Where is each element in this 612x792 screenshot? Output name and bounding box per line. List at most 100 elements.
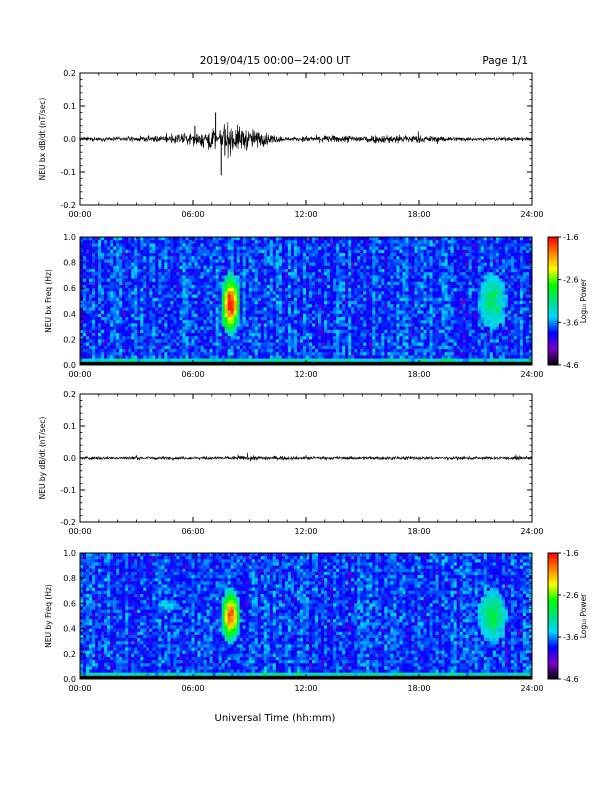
spectrogram-cell [176,294,180,299]
spectrogram-cell [179,243,183,247]
spectrogram-cell [164,317,168,321]
spectrogram-cell [92,358,96,363]
spectrogram-cell [435,262,439,267]
spectrogram-cell [345,323,349,327]
spectrogram-cell [393,294,397,299]
spectrogram-cell [92,317,96,321]
spectrogram-cell [390,281,394,286]
spectrogram-cell [360,361,364,366]
spectrogram-cell [134,253,138,257]
spectrogram-cell [351,249,355,254]
spectrogram-cell [218,240,223,244]
spectrogram-cell [393,249,397,254]
spectrogram-cell [107,246,111,251]
spectrogram-cell [423,249,427,254]
spectrogram-cell [384,240,388,244]
spectrogram-cell [116,262,120,267]
spectrogram-cell [375,288,379,292]
spectrogram-cell [393,272,397,276]
spectrogram-cell [296,301,301,305]
spectrogram-cell [327,320,331,324]
spectrogram-cell [155,249,159,254]
spectrogram-cell [260,275,265,279]
spectrogram-cell [378,355,382,359]
spectrogram-cell [393,307,397,311]
spectrogram-cell [179,246,183,251]
spectrogram-cell [387,339,391,343]
spectrogram-cell [333,259,337,263]
spectrogram-cell [143,243,147,247]
spectrogram-cell [143,237,147,241]
spectrogram-cell [302,361,307,366]
spectrogram-cell [417,329,421,334]
spectrogram-cell [185,304,189,308]
spectrogram-cell [206,345,210,350]
spectrogram-cell [339,288,343,292]
spectrogram-cell [158,272,162,276]
spectrogram-cell [137,288,141,292]
spectrogram-cell [119,288,123,292]
spectrogram-cell [167,272,171,276]
spectrogram-cell [363,352,367,356]
spectrogram-cell [125,326,129,331]
spectrogram-cell [143,262,147,267]
spectrogram-cell [119,345,123,350]
spectrogram-cell [245,291,250,295]
spectrogram-cell [89,326,93,331]
spectrogram-cell [290,265,295,270]
spectrogram-cell [188,278,192,283]
spectrogram-cell [348,358,352,363]
spectrogram-cell [107,281,111,286]
spectrogram-cell [369,307,373,311]
spectrogram-cell [411,297,415,302]
spectrogram-cell [306,262,310,267]
spectrogram-cell [101,355,105,359]
spectrogram-cell [414,301,418,305]
spectrogram-cell [438,313,442,318]
spectrogram-cell [185,342,189,347]
spectrogram-cell [122,301,126,305]
spectrogram-cell [161,246,165,251]
spectrogram-cell [146,339,150,343]
spectrogram-cell [236,291,241,295]
spectrogram-cell [384,294,388,299]
spectrogram-cell [203,358,207,363]
spectrogram-cell [203,294,207,299]
spectrogram-cell [122,237,126,241]
spectrogram-cell [257,265,262,270]
spectrogram-cell [239,329,244,334]
spectrogram-cell [161,259,165,263]
spectrogram-cell [188,246,192,251]
spectrogram-cell [245,355,250,359]
spectrogram-cell [167,304,171,308]
spectrogram-cell [107,275,111,279]
spectrogram-cell [206,275,210,279]
spectrogram-cell [116,323,120,327]
spectrogram-cell [315,323,319,327]
spectrogram-cell [327,361,331,366]
spectrogram-cell [146,253,150,257]
spectrogram-cell [122,278,126,283]
spectrogram-cell [92,275,96,279]
spectrogram-cell [104,355,108,359]
spectrogram-cell [197,285,201,289]
spectrogram-cell [369,237,373,241]
spectrogram-cell [260,313,265,318]
spectrogram-cell [260,349,265,353]
spectrogram-cell [230,243,235,247]
spectrogram-cell [176,262,180,267]
spectrogram-cell [221,345,226,350]
spectrogram-cell [116,278,120,283]
spectrogram-cell [372,275,376,279]
spectrogram-cell [312,294,316,299]
spectrogram-cell [236,361,241,366]
spectrogram-cell [203,329,207,334]
spectrogram-cell [197,259,201,263]
spectrogram-cell [423,262,427,267]
spectrogram-cell [290,336,295,340]
spectrogram-cell [293,307,298,311]
spectrogram-cell [429,275,433,279]
spectrogram-cell [107,262,111,267]
spectrogram-cell [363,358,367,363]
spectrogram-cell [444,288,449,292]
